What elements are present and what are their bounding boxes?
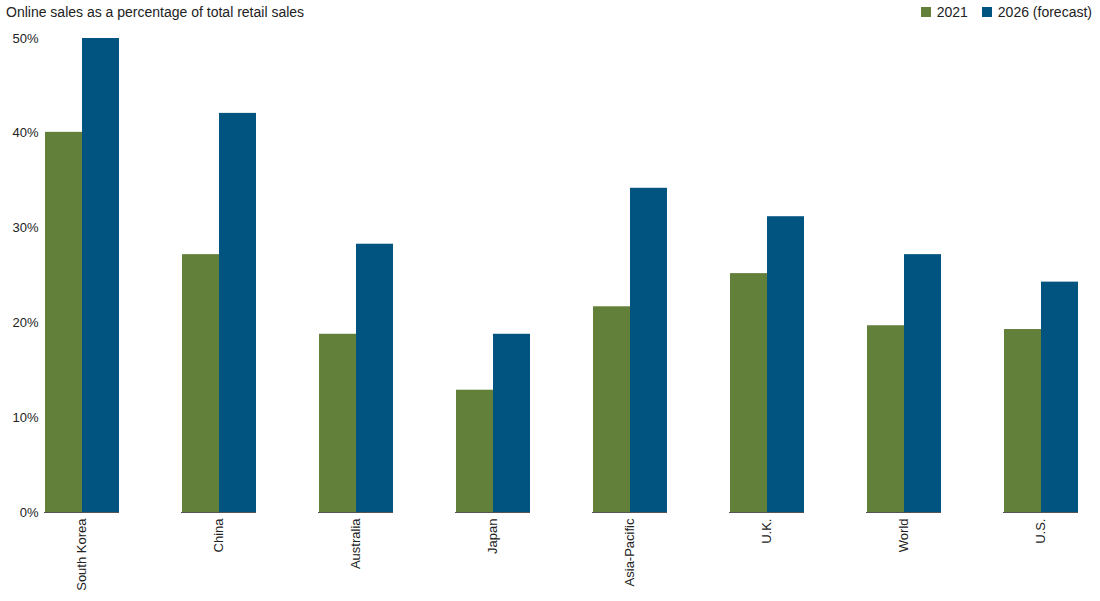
svg-text:World: World	[896, 519, 911, 553]
svg-text:10%: 10%	[12, 410, 38, 425]
svg-text:30%: 30%	[12, 220, 38, 235]
svg-text:20%: 20%	[12, 315, 38, 330]
svg-text:40%: 40%	[12, 125, 38, 140]
svg-text:China: China	[211, 518, 226, 553]
html-text:2021: 2021	[936, 4, 968, 20]
svg-text:50%: 50%	[12, 31, 38, 46]
svg-text:South Korea: South Korea	[74, 518, 89, 591]
svg-text:U.S.: U.S.	[1033, 519, 1048, 544]
svg-text:Japan: Japan	[485, 519, 500, 554]
html-text:2026 (forecast): 2026 (forecast)	[997, 4, 1092, 20]
svg-text:0%: 0%	[20, 505, 39, 520]
svg-text:Australia: Australia	[348, 518, 363, 569]
svg-text:Asia-Pacific: Asia-Pacific	[622, 518, 637, 586]
html-text:Online sales as a percentage o: Online sales as a percentage of total re…	[6, 4, 305, 20]
svg-text:U.K.: U.K.	[759, 519, 774, 544]
